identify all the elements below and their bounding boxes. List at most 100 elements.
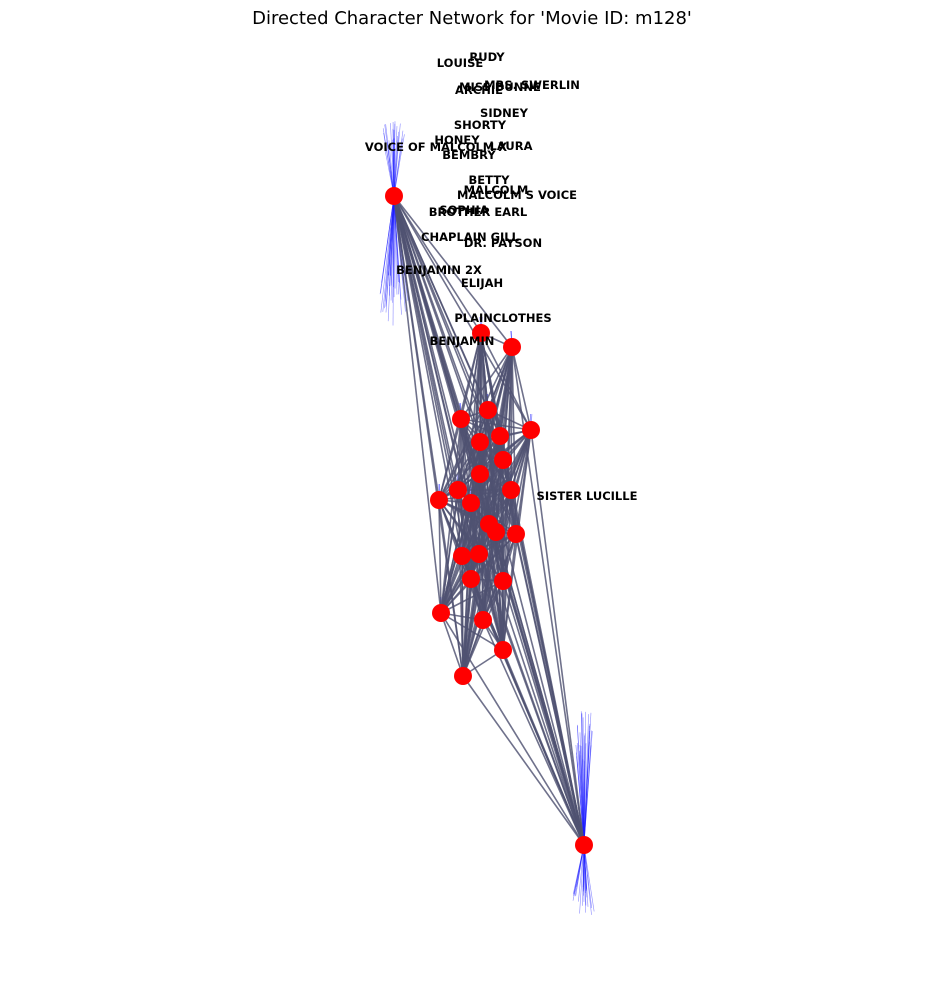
node-label: HONEY xyxy=(434,133,480,147)
node-label: DR. PAYSON xyxy=(464,236,542,250)
edge xyxy=(438,418,462,501)
edge xyxy=(530,429,585,846)
arrow-stroke xyxy=(578,844,585,902)
node-label: MALCOLM xyxy=(464,183,529,197)
edge xyxy=(393,195,512,491)
edge xyxy=(440,489,459,614)
node-label: MRS. SWERLIN xyxy=(484,78,580,92)
node-label: MISS DUNNE xyxy=(459,80,541,94)
network-node xyxy=(491,427,509,445)
network-node xyxy=(471,465,489,483)
edge xyxy=(457,409,489,491)
edge xyxy=(502,649,585,846)
arrow-stroke xyxy=(389,195,395,287)
node-label: PLAINCLOTHES xyxy=(454,311,551,325)
edge xyxy=(393,195,482,334)
edge xyxy=(438,441,481,501)
edge xyxy=(440,553,480,614)
network-node xyxy=(494,572,512,590)
network-node xyxy=(470,545,488,563)
network-node xyxy=(430,491,448,509)
edge xyxy=(502,489,512,651)
arrow-stroke xyxy=(383,132,395,197)
network-node xyxy=(575,836,593,854)
edge xyxy=(438,409,489,501)
node-label: BETTY xyxy=(469,173,511,187)
network-node xyxy=(449,481,467,499)
node-label: RUDY xyxy=(469,50,505,64)
edge xyxy=(440,580,504,614)
arrow-stroke xyxy=(583,844,592,909)
network-node xyxy=(454,667,472,685)
edge xyxy=(440,523,490,614)
edge xyxy=(440,612,464,677)
arrow-stroke xyxy=(392,195,395,303)
arrow-stroke xyxy=(580,711,585,846)
node-label: SHORTY xyxy=(454,118,507,132)
edge xyxy=(482,523,490,621)
arrow-stroke xyxy=(579,750,585,846)
edge xyxy=(440,612,504,651)
edge xyxy=(438,346,513,501)
node-label: LOUISE xyxy=(437,56,484,70)
edge xyxy=(393,195,513,348)
node-label: SISTER LUCILLE xyxy=(537,489,638,503)
arrow-stroke xyxy=(583,844,595,912)
figure-title: Directed Character Network for 'Movie ID… xyxy=(252,8,692,29)
edge xyxy=(511,346,585,846)
node-layer xyxy=(385,187,593,854)
edge xyxy=(462,531,497,677)
network-node xyxy=(385,187,403,205)
edge xyxy=(462,502,472,677)
node-label: VOICE OF MALCOLM X xyxy=(365,140,507,154)
arrow-stroke xyxy=(393,123,401,197)
network-node xyxy=(522,421,540,439)
network-node xyxy=(494,641,512,659)
arrow-stroke xyxy=(579,844,585,914)
network-node xyxy=(479,401,497,419)
edge xyxy=(462,619,484,677)
edge xyxy=(440,555,463,614)
network-node xyxy=(462,494,480,512)
edge xyxy=(511,346,517,535)
node-label: ELIJAH xyxy=(461,276,503,290)
arrow-stroke xyxy=(382,195,395,312)
network-node xyxy=(432,604,450,622)
node-label: ARCHIE xyxy=(455,83,503,97)
edge xyxy=(478,553,504,651)
edge xyxy=(502,533,517,651)
node-label: CHAPLAIN GILL xyxy=(421,230,520,244)
network-node xyxy=(472,324,490,342)
network-node xyxy=(503,338,521,356)
network-node xyxy=(452,410,470,428)
edge xyxy=(515,533,585,846)
network-node xyxy=(474,611,492,629)
arrow-stroke xyxy=(583,730,590,846)
edge xyxy=(462,675,585,846)
arrow-stroke xyxy=(583,714,589,846)
edge xyxy=(393,195,442,614)
node-label: SIDNEY xyxy=(480,106,529,120)
edge xyxy=(460,346,513,420)
arrow-stroke xyxy=(380,195,395,313)
arrow-stroke xyxy=(583,745,592,846)
arrow-stroke xyxy=(393,195,396,289)
network-node xyxy=(471,433,489,451)
network-node xyxy=(453,547,471,565)
network-node xyxy=(502,481,520,499)
arrow-stroke xyxy=(583,844,589,907)
edge xyxy=(462,578,472,677)
edge xyxy=(502,580,585,846)
edge xyxy=(393,195,501,437)
arrow-stroke xyxy=(385,123,395,197)
network-node xyxy=(494,451,512,469)
node-label: BROTHER EARL xyxy=(429,205,528,219)
edge xyxy=(511,346,532,431)
edge xyxy=(460,418,532,431)
node-label: BENJAMIN 2X xyxy=(396,263,482,277)
arrow-stroke xyxy=(393,126,398,197)
network-node xyxy=(487,523,505,541)
arrow-stroke xyxy=(393,134,405,197)
